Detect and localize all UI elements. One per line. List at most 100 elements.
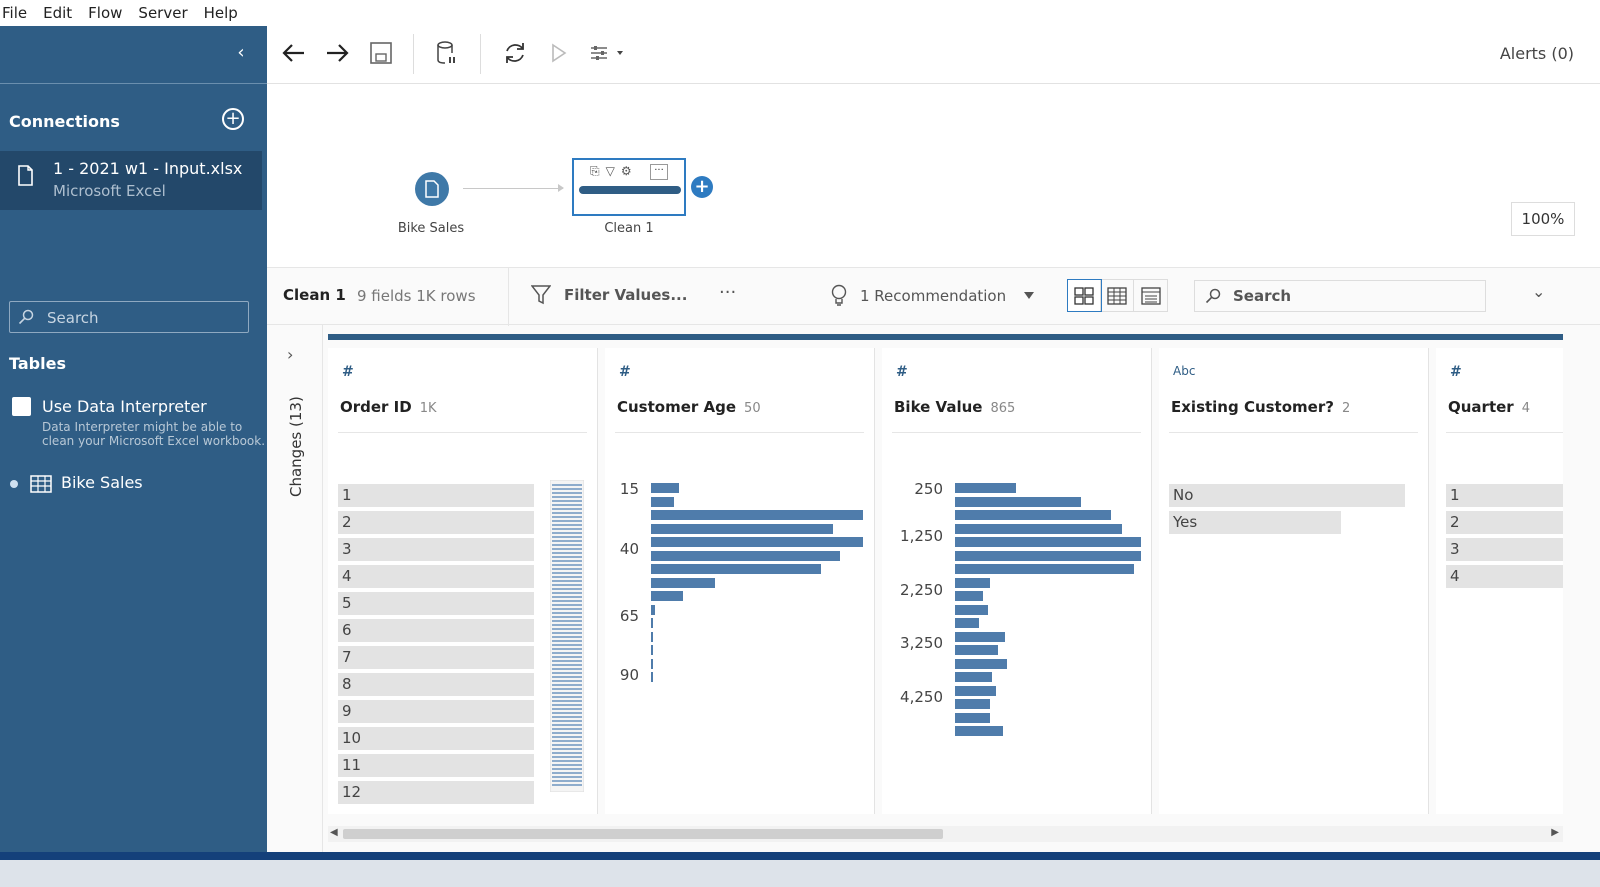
menu-server[interactable]: Server	[138, 4, 188, 22]
histogram-bar[interactable]	[955, 510, 1112, 520]
histogram-bar[interactable]	[651, 618, 654, 628]
scrollbar-thumb[interactable]	[343, 829, 943, 839]
histogram-bar[interactable]	[651, 645, 654, 655]
histogram-bar[interactable]	[651, 550, 840, 561]
table-view-icon[interactable]	[1101, 280, 1134, 311]
value-bar[interactable]: 4	[1446, 565, 1563, 588]
more-options-icon[interactable]: ···	[650, 164, 668, 180]
value-bar[interactable]: 4	[338, 565, 534, 588]
overview-scrollbar[interactable]	[550, 480, 584, 792]
menu-edit[interactable]: Edit	[43, 4, 73, 22]
clean-node[interactable]: ⎘ ▽ ⚙ ···	[572, 158, 686, 216]
menu-flow[interactable]: Flow	[88, 4, 123, 22]
histogram-bar[interactable]	[651, 577, 715, 588]
data-interpreter-checkbox[interactable]	[12, 397, 31, 416]
histogram-bar[interactable]	[955, 537, 1141, 547]
horizontal-scrollbar[interactable]: ◀ ▶	[328, 826, 1563, 842]
histogram-bar[interactable]	[955, 577, 991, 588]
input-node[interactable]	[415, 172, 449, 206]
value-bar[interactable]: 2	[1446, 511, 1563, 534]
add-connection-icon[interactable]: +	[222, 108, 244, 130]
histogram-bar[interactable]	[651, 510, 863, 520]
collapse-panel-icon[interactable]: ⌄	[1532, 282, 1546, 301]
table-bike-sales[interactable]: Bike Sales	[61, 473, 143, 492]
changes-label[interactable]: Changes (13)	[287, 396, 305, 497]
histogram-bar[interactable]	[651, 591, 683, 601]
histogram-bar[interactable]	[955, 496, 1082, 507]
histogram-bar[interactable]	[955, 645, 998, 655]
value-bar[interactable]: 7	[338, 646, 534, 669]
flow-options-icon[interactable]	[587, 39, 627, 67]
histogram-bar[interactable]	[651, 537, 863, 547]
histogram-bar[interactable]	[955, 726, 1004, 736]
histogram-bar[interactable]	[955, 523, 1123, 534]
number-type-icon[interactable]: #	[1450, 364, 1462, 380]
value-bar[interactable]: 8	[338, 673, 534, 696]
filter-values-button[interactable]: Filter Values...	[564, 286, 688, 304]
chevron-down-icon[interactable]	[1024, 292, 1034, 299]
field-card-bike-value[interactable]: # Bike Value 865 250 1,250 2,250 3,250 4,250	[882, 348, 1152, 814]
collapse-sidebar-icon[interactable]: ‹	[237, 42, 245, 63]
histogram-bar[interactable]	[651, 564, 821, 574]
histogram-bar[interactable]	[955, 672, 993, 682]
histogram-bar[interactable]	[955, 618, 980, 628]
value-bar[interactable]: No	[1169, 484, 1405, 507]
histogram-bar[interactable]	[955, 712, 991, 723]
connection-item[interactable]: 1 - 2021 w1 - Input.xlsx Microsoft Excel	[0, 151, 262, 210]
histogram-bar[interactable]	[955, 591, 983, 601]
histogram-bar[interactable]	[955, 685, 996, 696]
value-bar[interactable]: 11	[338, 754, 534, 777]
histogram-bar[interactable]	[651, 604, 656, 615]
scroll-left-arrow[interactable]: ◀	[330, 827, 338, 838]
histogram-bar[interactable]	[955, 483, 1017, 493]
number-type-icon[interactable]: #	[896, 364, 908, 380]
add-step-icon[interactable]: +	[691, 176, 713, 198]
field-card-order-id[interactable]: # Order ID 1K 1 2 3 4 5 6 7 8 9 10 11 12	[328, 348, 598, 814]
histogram-bar[interactable]	[955, 658, 1008, 669]
flow-canvas[interactable]: Bike Sales ⎘ ▽ ⚙ ··· + Clean 1 100%	[267, 84, 1600, 267]
filter-icon[interactable]	[531, 284, 551, 306]
value-bar[interactable]: 1	[338, 484, 534, 507]
filter-icon[interactable]: ▽	[605, 164, 615, 178]
value-bar[interactable]: 2	[338, 511, 534, 534]
link-icon[interactable]: ⚙	[620, 164, 632, 178]
field-search-input[interactable]: Search	[1194, 280, 1486, 312]
histogram-bar[interactable]	[651, 672, 654, 682]
menu-help[interactable]: Help	[203, 4, 238, 22]
histogram-bar[interactable]	[955, 631, 1006, 642]
histogram-bar[interactable]	[955, 564, 1134, 574]
histogram-bar[interactable]	[955, 604, 989, 615]
histogram-bar[interactable]	[651, 523, 834, 534]
histogram-bar[interactable]	[651, 658, 654, 669]
field-card-existing-customer[interactable]: Abc Existing Customer? 2 No Yes	[1159, 348, 1429, 814]
menu-file[interactable]: File	[2, 4, 28, 22]
histogram-bar[interactable]	[955, 550, 1141, 561]
number-type-icon[interactable]: #	[619, 364, 631, 380]
forward-arrow-icon[interactable]	[323, 39, 351, 67]
string-type-icon[interactable]: Abc	[1173, 364, 1196, 378]
data-source-icon[interactable]	[433, 39, 461, 67]
value-bar[interactable]: 3	[338, 538, 534, 561]
zoom-level[interactable]: 100%	[1511, 202, 1575, 236]
value-bar[interactable]: 12	[338, 781, 534, 804]
number-type-icon[interactable]: #	[342, 364, 354, 380]
refresh-icon[interactable]	[501, 39, 529, 67]
run-flow-icon[interactable]	[544, 39, 572, 67]
more-options-button[interactable]: ···	[719, 282, 737, 303]
value-bar[interactable]: 5	[338, 592, 534, 615]
histogram-bar[interactable]	[651, 496, 675, 507]
histogram-bar[interactable]	[955, 699, 991, 709]
value-bar[interactable]: 1	[1446, 484, 1563, 507]
value-bar[interactable]: 10	[338, 727, 534, 750]
value-bar[interactable]: 6	[338, 619, 534, 642]
value-bar[interactable]: Yes	[1169, 511, 1342, 534]
histogram-bar[interactable]	[651, 483, 679, 493]
field-card-quarter[interactable]: # Quarter 4 1 2 3 4	[1436, 348, 1563, 814]
save-icon[interactable]	[367, 39, 395, 67]
expand-changes-icon[interactable]: ›	[287, 345, 294, 364]
histogram-bar[interactable]	[651, 631, 654, 642]
table-search-input[interactable]: Search	[9, 301, 249, 333]
list-view-icon[interactable]	[1134, 280, 1167, 311]
profile-view-icon[interactable]	[1067, 279, 1102, 312]
value-bar[interactable]: 9	[338, 700, 534, 723]
